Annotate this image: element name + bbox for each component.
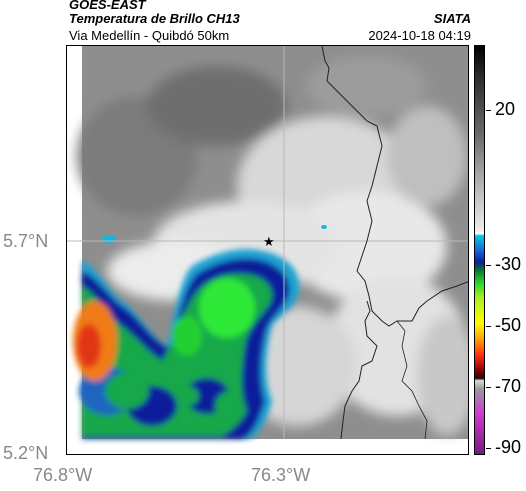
colorbar-tick bbox=[486, 326, 491, 327]
star-icon: ★ bbox=[263, 235, 275, 250]
satellite-image: ★ bbox=[67, 46, 468, 454]
colorbar-tick bbox=[486, 387, 491, 388]
product-title: Temperatura de Brillo CH13 bbox=[69, 11, 240, 26]
latitude-label: 5.7°N bbox=[3, 231, 49, 251]
satellite-title: GOES-EAST bbox=[69, 0, 146, 12]
small-cold-cloud bbox=[102, 235, 116, 243]
small-cold-cloud bbox=[321, 225, 327, 229]
colorbar-tick bbox=[486, 110, 491, 111]
colorbar bbox=[474, 45, 485, 455]
longitude-label: 76.8°W bbox=[33, 465, 93, 485]
colorbar-label: 20 bbox=[495, 99, 516, 119]
longitude-label: 76.3°W bbox=[251, 465, 311, 485]
convective-system bbox=[73, 249, 300, 439]
latitude-label: 5.2°N bbox=[3, 443, 49, 463]
colorbar-tick bbox=[486, 265, 491, 266]
colorbar-tick bbox=[486, 448, 491, 449]
agency-label: SIATA bbox=[433, 11, 471, 26]
department-border bbox=[396, 320, 428, 440]
colorbar-label: -50 bbox=[495, 315, 522, 335]
map-panel: ★ bbox=[66, 45, 469, 455]
light-cloud-areas bbox=[77, 56, 468, 436]
colorbar-label: -30 bbox=[495, 254, 522, 274]
route-subtitle: Via Medellín - Quibdó 50km bbox=[69, 28, 230, 43]
colorbar-label: -70 bbox=[495, 376, 522, 396]
department-border bbox=[340, 300, 378, 440]
timestamp-label: 2024-10-18 04:19 bbox=[368, 28, 471, 43]
department-border bbox=[321, 46, 468, 327]
colorbar-label: -90 bbox=[495, 437, 522, 457]
